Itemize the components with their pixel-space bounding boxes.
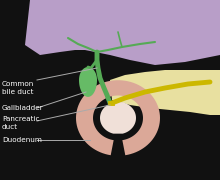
Polygon shape	[25, 0, 220, 65]
Polygon shape	[79, 67, 97, 97]
Polygon shape	[76, 80, 160, 155]
Polygon shape	[100, 102, 136, 134]
Text: Common
bile duct: Common bile duct	[2, 81, 34, 95]
Polygon shape	[110, 70, 220, 115]
Text: Duodenum: Duodenum	[2, 137, 42, 143]
Text: Pancreatic
duct: Pancreatic duct	[2, 116, 40, 130]
Text: Gallbladder: Gallbladder	[2, 105, 44, 111]
